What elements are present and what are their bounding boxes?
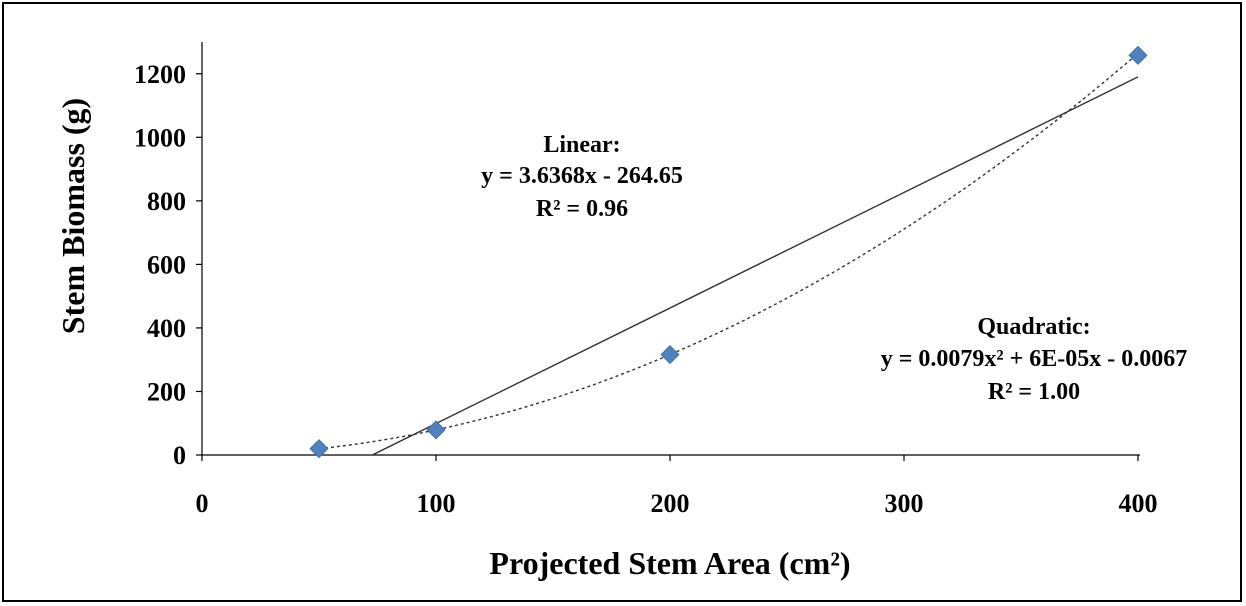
data-point — [309, 439, 329, 459]
x-tick-label: 200 — [651, 489, 690, 518]
x-tick-label: 400 — [1119, 489, 1158, 518]
y-tick-label: 800 — [147, 187, 186, 216]
y-tick-label: 1000 — [134, 123, 186, 152]
quadratic-trendline — [318, 52, 1139, 450]
x-axis: 0 100 200 300 400 — [196, 454, 1158, 518]
data-point — [426, 420, 446, 440]
y-tick-label: 200 — [147, 377, 186, 406]
x-axis-title: Projected Stem Area (cm²) — [489, 545, 850, 581]
y-tick-label: 600 — [147, 250, 186, 279]
quadratic-label-r2: R² = 1.00 — [988, 379, 1080, 405]
trendlines — [318, 52, 1139, 456]
quadratic-label-equation: y = 0.0079x² + 6E-05x - 0.0067 — [881, 346, 1188, 372]
y-tick-label: 1200 — [134, 60, 186, 89]
y-axis-title: Stem Biomass (g) — [55, 98, 91, 334]
x-tick-label: 300 — [885, 489, 924, 518]
data-point — [660, 345, 680, 365]
linear-label-equation: y = 3.6368x - 264.65 — [481, 163, 683, 189]
x-tick-label: 0 — [196, 489, 209, 518]
quadratic-label-title: Quadratic: — [977, 314, 1090, 340]
linear-label-r2: R² = 0.96 — [536, 196, 628, 222]
y-axis: 0 200 400 600 800 1000 1200 — [134, 42, 203, 470]
linear-label-title: Linear: — [543, 132, 620, 158]
x-tick-label: 100 — [417, 489, 456, 518]
data-point — [1128, 45, 1148, 65]
y-tick-label: 400 — [147, 314, 186, 343]
linear-trendline — [372, 76, 1139, 456]
data-points — [309, 45, 1148, 459]
y-tick-label: 0 — [173, 441, 186, 470]
